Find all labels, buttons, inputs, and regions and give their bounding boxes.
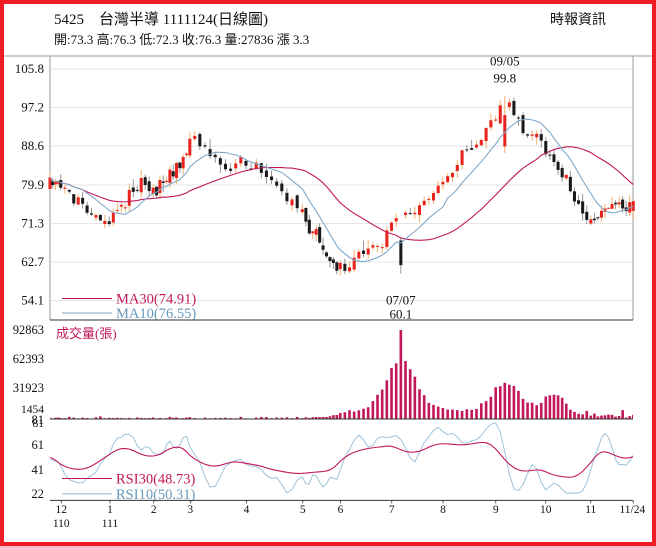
svg-text:11/24: 11/24 [619, 504, 645, 516]
svg-text:07/07: 07/07 [386, 293, 416, 308]
svg-text:88.6: 88.6 [21, 138, 44, 153]
svg-text:10: 10 [540, 504, 552, 516]
svg-text:71.3: 71.3 [21, 215, 44, 230]
svg-text:RSI30(48.73): RSI30(48.73) [116, 472, 196, 488]
svg-text:41: 41 [32, 463, 45, 477]
svg-text:110: 110 [53, 518, 70, 530]
svg-text:97.2: 97.2 [21, 100, 44, 115]
svg-text:09/05: 09/05 [490, 54, 520, 69]
svg-text:54.1: 54.1 [21, 293, 44, 308]
svg-text:81: 81 [32, 413, 45, 427]
svg-text:6: 6 [338, 504, 344, 516]
svg-text:3: 3 [187, 504, 193, 516]
svg-text:4: 4 [244, 504, 250, 516]
svg-text:5: 5 [300, 504, 306, 516]
svg-text:成交量(張): 成交量(張) [56, 326, 117, 341]
svg-text:5425 台灣半導 1111124(日線圖): 5425 台灣半導 1111124(日線圖) [54, 11, 268, 28]
svg-text:22: 22 [32, 487, 45, 501]
svg-text:12: 12 [56, 504, 68, 516]
svg-text:79.9: 79.9 [21, 177, 44, 192]
svg-text:11: 11 [585, 504, 596, 516]
svg-text:8: 8 [440, 504, 446, 516]
svg-text:7: 7 [389, 504, 395, 516]
svg-text:61: 61 [32, 438, 45, 452]
svg-text:111: 111 [102, 518, 119, 530]
svg-text:62.7: 62.7 [21, 254, 44, 269]
svg-text:開:73.3 高:76.3 低:72.3 收:76.3 量:: 開:73.3 高:76.3 低:72.3 收:76.3 量:27836 漲 3.… [54, 32, 309, 47]
svg-text:31923: 31923 [13, 381, 44, 395]
svg-text:時報資訊: 時報資訊 [550, 12, 606, 28]
svg-text:92863: 92863 [13, 323, 44, 337]
svg-text:105.8: 105.8 [15, 61, 44, 76]
svg-text:2: 2 [151, 504, 157, 516]
svg-text:1: 1 [107, 504, 113, 516]
svg-text:9: 9 [493, 504, 499, 516]
svg-text:99.8: 99.8 [493, 71, 516, 86]
svg-text:62393: 62393 [13, 352, 44, 366]
svg-text:60.1: 60.1 [389, 307, 412, 322]
